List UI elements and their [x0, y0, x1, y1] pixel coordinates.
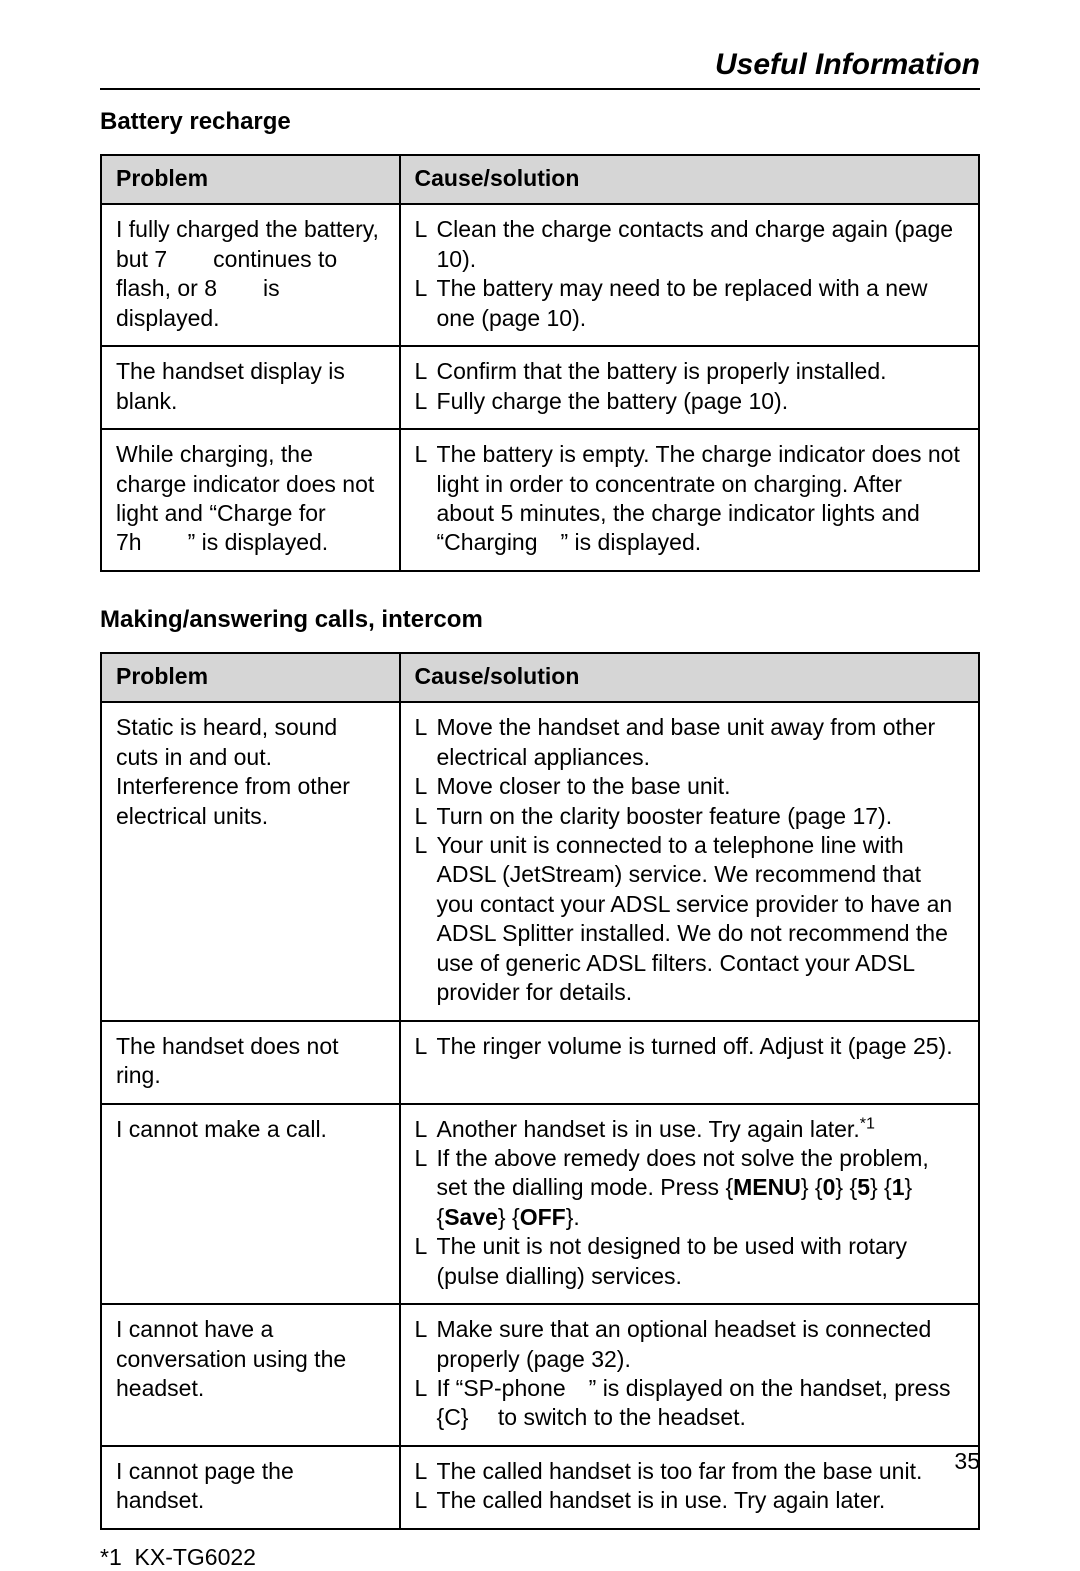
cause-item: LMove the handset and base unit away fro…: [415, 713, 964, 772]
problem-cell: The handset display is blank.: [101, 346, 400, 429]
col-problem-header: Problem: [101, 653, 400, 702]
section1-heading: Battery recharge: [100, 108, 980, 136]
cause-list: LMake sure that an optional headset is c…: [415, 1315, 964, 1433]
cause-text: The battery may need to be replaced with…: [437, 274, 964, 333]
section2-table: Problem Cause/solution Static is heard, …: [100, 652, 980, 1530]
cause-list: LClean the charge contacts and charge ag…: [415, 215, 964, 333]
bullet-marker: L: [415, 274, 437, 333]
bullet-marker: L: [415, 1232, 437, 1291]
section1-table: Problem Cause/solution I fully charged t…: [100, 154, 980, 572]
table-header-row: Problem Cause/solution: [101, 155, 979, 204]
cause-item: LThe battery is empty. The charge indica…: [415, 440, 964, 558]
cause-list: LThe battery is empty. The charge indica…: [415, 440, 964, 558]
cause-text: If the above remedy does not solve the p…: [437, 1144, 964, 1232]
cause-text: Confirm that the battery is properly ins…: [437, 357, 964, 386]
cause-text: The battery is empty. The charge indicat…: [437, 440, 964, 558]
bullet-marker: L: [415, 1486, 437, 1515]
problem-cell: I cannot have a conversation using the h…: [101, 1304, 400, 1446]
table-row: Static is heard, sound cuts in and out. …: [101, 702, 979, 1020]
cause-cell: LThe ringer volume is turned off. Adjust…: [400, 1021, 979, 1104]
problem-cell: The handset does not ring.: [101, 1021, 400, 1104]
footnote-marker: *1: [100, 1544, 122, 1570]
cause-cell: LMove the handset and base unit away fro…: [400, 702, 979, 1020]
cause-cell: LConfirm that the battery is properly in…: [400, 346, 979, 429]
cause-item: LThe unit is not designed to be used wit…: [415, 1232, 964, 1291]
bullet-marker: L: [415, 357, 437, 386]
table-header-row: Problem Cause/solution: [101, 653, 979, 702]
problem-cell: I fully charged the battery, but 7 conti…: [101, 204, 400, 346]
bullet-marker: L: [415, 713, 437, 772]
cause-item: LMake sure that an optional headset is c…: [415, 1315, 964, 1374]
bullet-marker: L: [415, 831, 437, 1008]
table-row: The handset display is blank. LConfirm th…: [101, 346, 979, 429]
footnote: *1 KX-TG6022: [100, 1544, 980, 1571]
col-cause-header: Cause/solution: [400, 653, 979, 702]
cause-text: Move closer to the base unit.: [437, 772, 964, 801]
cause-text: The unit is not designed to be used with…: [437, 1232, 964, 1291]
cause-item: LClean the charge contacts and charge ag…: [415, 215, 964, 274]
header: Useful Information: [100, 48, 980, 90]
bullet-marker: L: [415, 1115, 437, 1144]
table-row: While charging, the charge indicator doe…: [101, 429, 979, 571]
section2-heading: Making/answering calls, intercom: [100, 606, 980, 634]
table-row: I cannot have a conversation using the h…: [101, 1304, 979, 1446]
cause-list: LConfirm that the battery is properly in…: [415, 357, 964, 416]
cause-item: LIf the above remedy does not solve the …: [415, 1144, 964, 1232]
bullet-marker: L: [415, 440, 437, 558]
cause-text: Turn on the clarity booster feature (pag…: [437, 802, 964, 831]
col-cause-header: Cause/solution: [400, 155, 979, 204]
cause-text: If “SP-phone ” is displayed on the hands…: [437, 1374, 964, 1433]
cause-text: The ringer volume is turned off. Adjust …: [437, 1032, 964, 1061]
page-title: Useful Information: [100, 48, 980, 82]
cause-cell: LAnother handset is in use. Try again la…: [400, 1104, 979, 1305]
page-number: 35: [954, 1448, 980, 1475]
cause-cell: LClean the charge contacts and charge ag…: [400, 204, 979, 346]
cause-list: LThe ringer volume is turned off. Adjust…: [415, 1032, 964, 1061]
cause-item: LYour unit is connected to a telephone l…: [415, 831, 964, 1008]
cause-item: LFully charge the battery (page 10).: [415, 387, 964, 416]
bullet-marker: L: [415, 802, 437, 831]
bullet-marker: L: [415, 1032, 437, 1061]
cause-text: The called handset is in use. Try again …: [437, 1486, 964, 1515]
cause-text: Another handset is in use. Try again lat…: [437, 1115, 964, 1144]
cause-item: LMove closer to the base unit.: [415, 772, 964, 801]
problem-cell: I cannot make a call.: [101, 1104, 400, 1305]
cause-item: LThe called handset is too far from the …: [415, 1457, 964, 1486]
bullet-marker: L: [415, 772, 437, 801]
cause-item: LThe called handset is in use. Try again…: [415, 1486, 964, 1515]
bullet-marker: L: [415, 387, 437, 416]
bullet-marker: L: [415, 1144, 437, 1232]
table-row: The handset does not ring. LThe ringer vo…: [101, 1021, 979, 1104]
problem-cell: I cannot page the handset.: [101, 1446, 400, 1529]
cause-text: Clean the charge contacts and charge aga…: [437, 215, 964, 274]
cause-list: LThe called handset is too far from the …: [415, 1457, 964, 1516]
cause-item: LIf “SP-phone ” is displayed on the hand…: [415, 1374, 964, 1433]
bullet-marker: L: [415, 1457, 437, 1486]
cause-list: LAnother handset is in use. Try again la…: [415, 1115, 964, 1292]
bullet-marker: L: [415, 1374, 437, 1433]
bullet-marker: L: [415, 215, 437, 274]
table-row: I cannot make a call.LAnother handset is…: [101, 1104, 979, 1305]
bullet-marker: L: [415, 1315, 437, 1374]
cause-text: Move the handset and base unit away from…: [437, 713, 964, 772]
problem-cell: Static is heard, sound cuts in and out. …: [101, 702, 400, 1020]
cause-item: LAnother handset is in use. Try again la…: [415, 1115, 964, 1144]
cause-cell: LThe battery is empty. The charge indica…: [400, 429, 979, 571]
cause-cell: LMake sure that an optional headset is c…: [400, 1304, 979, 1446]
cause-text: Make sure that an optional headset is co…: [437, 1315, 964, 1374]
footnote-text: KX-TG6022: [135, 1544, 256, 1570]
cause-text: Fully charge the battery (page 10).: [437, 387, 964, 416]
table-row: I cannot page the handset. LThe called ha…: [101, 1446, 979, 1529]
cause-item: LConfirm that the battery is properly in…: [415, 357, 964, 386]
cause-item: LThe ringer volume is turned off. Adjust…: [415, 1032, 964, 1061]
problem-cell: While charging, the charge indicator doe…: [101, 429, 400, 571]
cause-item: LTurn on the clarity booster feature (pa…: [415, 802, 964, 831]
cause-text: The called handset is too far from the b…: [437, 1457, 964, 1486]
cause-list: LMove the handset and base unit away fro…: [415, 713, 964, 1007]
cause-text: Your unit is connected to a telephone li…: [437, 831, 964, 1008]
cause-cell: LThe called handset is too far from the …: [400, 1446, 979, 1529]
col-problem-header: Problem: [101, 155, 400, 204]
cause-item: LThe battery may need to be replaced wit…: [415, 274, 964, 333]
table-row: I fully charged the battery, but 7 conti…: [101, 204, 979, 346]
